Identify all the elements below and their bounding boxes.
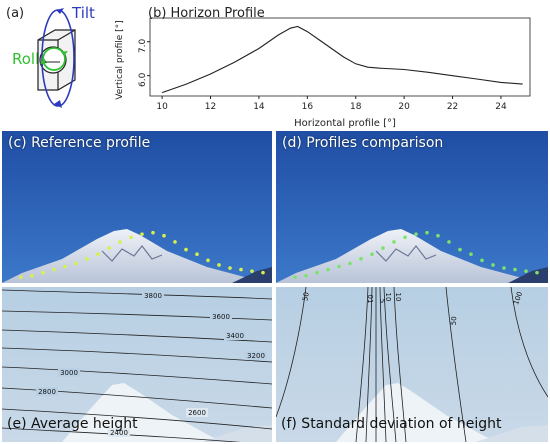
chart-b-xtick-label: 24 <box>495 102 507 112</box>
chart-b-ylabel: Vertical profile [°] <box>115 20 125 99</box>
profile-point <box>293 275 297 280</box>
profile-point <box>129 235 133 240</box>
chart-b-xtick-label: 18 <box>350 102 362 112</box>
profile-point <box>228 266 232 270</box>
contour-label: 3200 <box>247 352 265 360</box>
profile-point <box>52 267 56 272</box>
contour-label: 2400 <box>110 429 128 437</box>
contour-label: 3600 <box>212 313 230 321</box>
profile-point <box>162 233 166 238</box>
tilt-label: Tilt <box>72 4 95 22</box>
contour-label: 3400 <box>226 332 244 340</box>
panel-f-title: (f) Standard deviation of height <box>281 416 502 432</box>
profile-point <box>304 273 308 278</box>
roll-label: Roll <box>12 50 40 68</box>
profile-point <box>315 270 319 275</box>
chart-b-xtick-label: 12 <box>205 102 216 112</box>
contour-label: 10 <box>384 293 392 302</box>
chart-b-ytick-label: 6.0 <box>138 72 148 87</box>
profile-point <box>370 252 374 256</box>
profile-point <box>107 246 111 250</box>
panel-c: (c) Reference profile <box>2 131 272 283</box>
profile-point <box>30 273 34 278</box>
average-height-map: 3800 3600 3400 3200 3000 2800 2600 2400 <box>2 287 272 442</box>
contour-label: 3800 <box>144 292 162 300</box>
profile-point <box>118 240 122 244</box>
profile-point <box>348 261 352 266</box>
profile-point <box>184 247 188 252</box>
profile-point <box>469 252 473 256</box>
contour-label: 10 <box>394 293 402 302</box>
profile-point <box>458 247 462 252</box>
panel-d: (d) Profiles comparison <box>276 131 548 283</box>
profile-point <box>381 246 385 250</box>
panel-c-title: (c) Reference profile <box>8 135 151 151</box>
profile-point <box>217 263 221 267</box>
contour-label: 50 <box>450 316 459 326</box>
profile-point <box>502 266 506 270</box>
chart-b-frame <box>149 17 531 97</box>
profile-point <box>480 258 484 263</box>
profile-point <box>447 240 451 244</box>
profile-point <box>239 267 243 272</box>
profile-point <box>96 252 100 256</box>
profile-point <box>140 232 144 236</box>
profile-point <box>425 230 429 235</box>
contour-label: 01 <box>366 295 374 304</box>
profile-point <box>524 269 528 273</box>
profiles-comparison-image <box>276 131 548 283</box>
reference-profile-image <box>2 131 272 283</box>
profile-point <box>436 233 440 238</box>
profile-point <box>250 269 254 273</box>
profile-point <box>359 257 363 261</box>
profile-point <box>151 230 155 235</box>
profile-point <box>414 232 418 236</box>
profile-point <box>513 267 517 272</box>
profile-point <box>392 240 396 244</box>
profile-point <box>491 263 495 267</box>
profile-point <box>337 264 341 269</box>
panel-e: 3800 3600 3400 3200 3000 2800 2600 2400 … <box>2 287 272 442</box>
panel-e-title: (e) Average height <box>7 416 138 432</box>
chart-b-ytick-label: 7.0 <box>138 38 148 53</box>
panel-b: (b) Horizon Profile 10 12 14 16 18 20 22 24 6.0 7… <box>110 0 550 130</box>
contour-label: 3000 <box>60 369 78 377</box>
panel-f: 50 10 5 10 50 100 01 (f) Standard deviat… <box>276 287 548 442</box>
chart-b-xtick-label: 10 <box>156 102 168 112</box>
horizon-profile-line <box>161 25 523 94</box>
chart-b-xlabel: Horizontal profile [°] <box>294 118 396 129</box>
chart-b-xtick-label: 16 <box>302 102 314 112</box>
profile-point <box>195 252 199 256</box>
profile-point <box>206 258 210 263</box>
profile-point <box>63 264 67 269</box>
contour-label: 2600 <box>188 409 206 417</box>
chart-b-xtick-label: 14 <box>253 102 265 112</box>
gimbal-diagram <box>37 8 76 108</box>
profile-point <box>326 267 330 272</box>
chart-b-xtick-label: 20 <box>398 102 410 112</box>
profile-point <box>85 257 89 261</box>
profile-point <box>74 261 78 266</box>
contour-label: 5 <box>378 299 386 303</box>
contour-label: 50 <box>301 292 310 302</box>
panel-d-title: (d) Profiles comparison <box>282 135 444 151</box>
contour-label: 2800 <box>38 388 56 396</box>
std-dev-height-map: 50 10 5 10 50 100 01 <box>276 287 548 442</box>
chart-b-xtick-label: 22 <box>447 102 458 112</box>
horizon-profile-chart: 10 12 14 16 18 20 22 24 6.0 7.0 Vertical profile … <box>115 17 531 129</box>
profile-point <box>261 270 265 275</box>
panel-a: (a) Tilt Roll <box>0 0 135 122</box>
panel-a-label: (a) <box>6 6 25 21</box>
panel-b-title: (b) Horizon Profile <box>148 6 265 21</box>
profile-point <box>535 270 539 275</box>
profile-point <box>403 235 407 240</box>
profile-point <box>41 270 45 275</box>
profile-point <box>19 275 23 280</box>
profile-point <box>173 240 177 244</box>
